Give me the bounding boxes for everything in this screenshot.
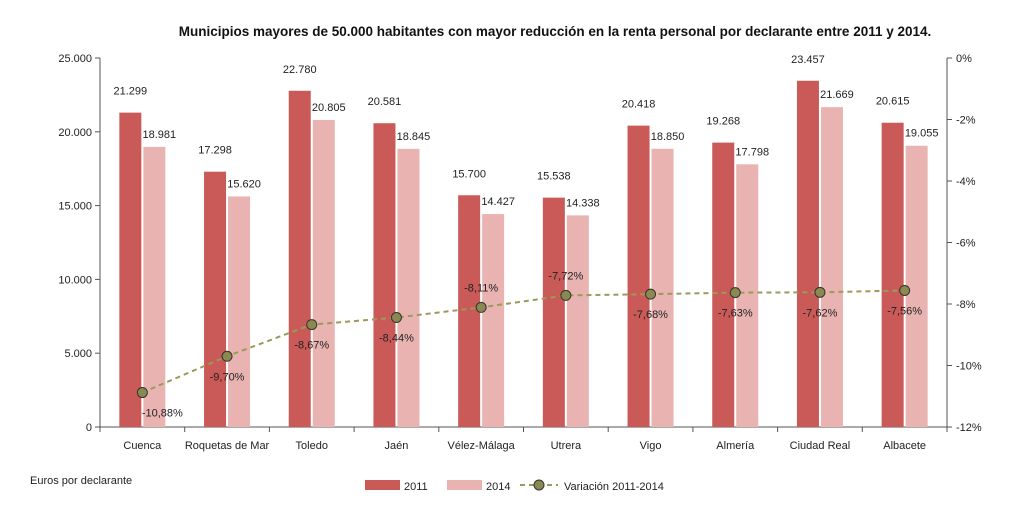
data-label-variation: -7,56% [887, 305, 922, 317]
legend-marker-variation [533, 479, 545, 491]
x-tick-label: Vigo [640, 440, 662, 452]
bar-2011 [712, 142, 735, 428]
data-label-2014: 14.338 [566, 197, 600, 209]
x-tick-label: Jaén [385, 440, 409, 452]
data-label-2011: 19.268 [706, 116, 740, 128]
legend: 2011 2014 Variación 2011-2014 [365, 479, 664, 493]
left-tick-label: 5.000 [64, 348, 92, 360]
data-label-2014: 17.798 [735, 146, 769, 158]
data-label-2011: 23.457 [791, 54, 825, 66]
variation-point [729, 287, 741, 299]
bar-2014 [905, 145, 928, 427]
right-tick-label: -4% [956, 176, 976, 188]
right-tick-label: -12% [956, 422, 982, 434]
data-label-2011: 20.615 [876, 96, 910, 108]
variation-point [645, 288, 657, 300]
data-label-variation: -10,88% [142, 408, 183, 420]
variation-line-path [141, 289, 905, 394]
data-label-2014: 19.055 [905, 128, 939, 140]
legend-label-2011: 2011 [404, 481, 428, 493]
chart-title: Municipios mayores de 50.000 habitantes … [179, 24, 932, 39]
data-label-variation: -7,68% [633, 309, 668, 321]
data-label-2014: 18.845 [397, 131, 431, 143]
left-tick-label: 10.000 [58, 274, 92, 286]
y-axis-note: Euros por declarante [30, 475, 132, 487]
right-tick-label: -6% [956, 238, 976, 250]
legend-swatch-2014 [447, 480, 482, 490]
data-label-2011: 22.780 [283, 64, 317, 76]
bar-2014 [312, 119, 335, 427]
bar-2014 [736, 164, 759, 427]
axes: 0 5.000 10.000 15.000 20.000 25.000 0% -2% -4% -6… [58, 53, 982, 452]
bar-2011 [881, 122, 904, 428]
legend-label-2014: 2014 [486, 481, 510, 493]
bar-2014 [566, 215, 589, 427]
x-tick-label: Albacete [883, 440, 926, 452]
bars [119, 80, 928, 428]
data-label-2014: 20.805 [312, 102, 346, 114]
data-label-variation: -8,44% [379, 333, 414, 345]
data-label-variation: -7,62% [803, 307, 838, 319]
data-label-2014: 21.669 [820, 89, 854, 101]
bar-2014 [143, 146, 166, 427]
bar-2011 [373, 123, 396, 428]
data-label-variation: -8,67% [294, 340, 329, 352]
bar-2011 [542, 197, 565, 427]
x-tick-label: Vélez-Málaga [448, 440, 516, 452]
bar-2011 [796, 80, 819, 427]
variation-point [475, 301, 487, 313]
data-label-2011: 15.538 [537, 171, 571, 183]
bar-2011 [119, 112, 142, 427]
data-label-variation: -9,70% [210, 371, 245, 383]
data-label-2014: 14.427 [481, 196, 515, 208]
right-tick-label: -10% [956, 361, 982, 373]
bar-2014 [651, 148, 674, 428]
data-label-2011: 21.299 [114, 86, 148, 98]
right-tick-label: -8% [956, 299, 976, 311]
data-label-2014: 18.981 [143, 129, 177, 141]
left-tick-label: 25.000 [58, 53, 92, 65]
x-tick-label: Roquetas de Mar [185, 440, 270, 452]
left-tick-label: 15.000 [58, 201, 92, 213]
data-label-2011: 15.700 [452, 168, 486, 180]
variation-line [136, 284, 911, 399]
variation-point [390, 312, 402, 324]
data-label-2011: 20.418 [622, 99, 656, 111]
variation-point [899, 284, 911, 296]
data-label-2011: 17.298 [198, 145, 232, 157]
right-tick-label: -2% [956, 115, 976, 127]
variation-point [560, 289, 572, 301]
data-label-variation: -7,63% [718, 308, 753, 320]
x-tick-label: Ciudad Real [790, 440, 851, 452]
variation-point [306, 319, 318, 331]
bar-2014 [820, 107, 843, 427]
x-tick-label: Toledo [296, 440, 328, 452]
bar-2014 [397, 148, 420, 428]
left-tick-label: 20.000 [58, 127, 92, 139]
bar-2014 [482, 214, 505, 427]
legend-swatch-2011 [365, 480, 400, 490]
data-label-2014: 15.620 [227, 178, 261, 190]
x-tick-label: Almería [716, 440, 755, 452]
left-tick-label: 0 [86, 422, 92, 434]
x-tick-label: Utrera [551, 440, 582, 452]
data-label-variation: -7,72% [548, 270, 583, 282]
bar-2011 [288, 90, 311, 427]
x-tick-label: Cuenca [123, 440, 162, 452]
variation-point [136, 387, 148, 399]
variation-point [221, 350, 233, 362]
bar-2014 [228, 196, 251, 427]
data-label-2011: 20.581 [368, 96, 402, 108]
right-tick-label: 0% [956, 53, 972, 65]
bar-2011 [627, 125, 650, 428]
legend-label-variation: Variación 2011-2014 [564, 481, 664, 493]
data-label-variation: -8,11% [464, 282, 498, 294]
variation-point [814, 286, 826, 298]
bar-2011 [458, 195, 481, 427]
data-label-2014: 18.850 [651, 131, 685, 143]
bar-2011 [204, 171, 227, 427]
data-labels: 21.299 18.981 17.298 15.620 22.780 20.805 20.5… [114, 54, 939, 420]
